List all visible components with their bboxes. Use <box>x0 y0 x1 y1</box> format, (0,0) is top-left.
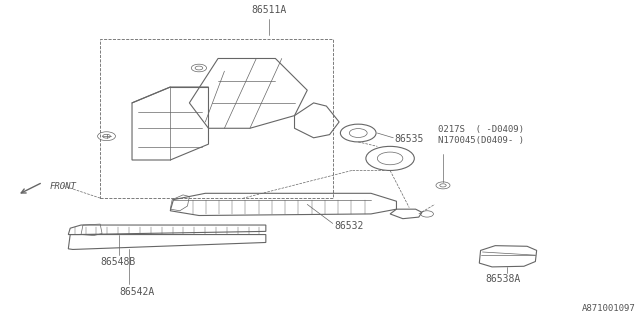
Bar <box>100 39 333 198</box>
Text: A871001097: A871001097 <box>582 304 636 313</box>
Text: 86548B: 86548B <box>100 257 136 267</box>
Text: 86535: 86535 <box>394 134 424 144</box>
Text: 0217S  ( -D0409): 0217S ( -D0409) <box>438 125 524 134</box>
Text: 86538A: 86538A <box>486 274 521 284</box>
Text: 86542A: 86542A <box>119 287 154 297</box>
Text: N170045(D0409- ): N170045(D0409- ) <box>438 136 524 145</box>
Text: 86511A: 86511A <box>252 5 287 15</box>
Text: 86532: 86532 <box>335 221 364 231</box>
Text: FRONT: FRONT <box>49 181 76 190</box>
